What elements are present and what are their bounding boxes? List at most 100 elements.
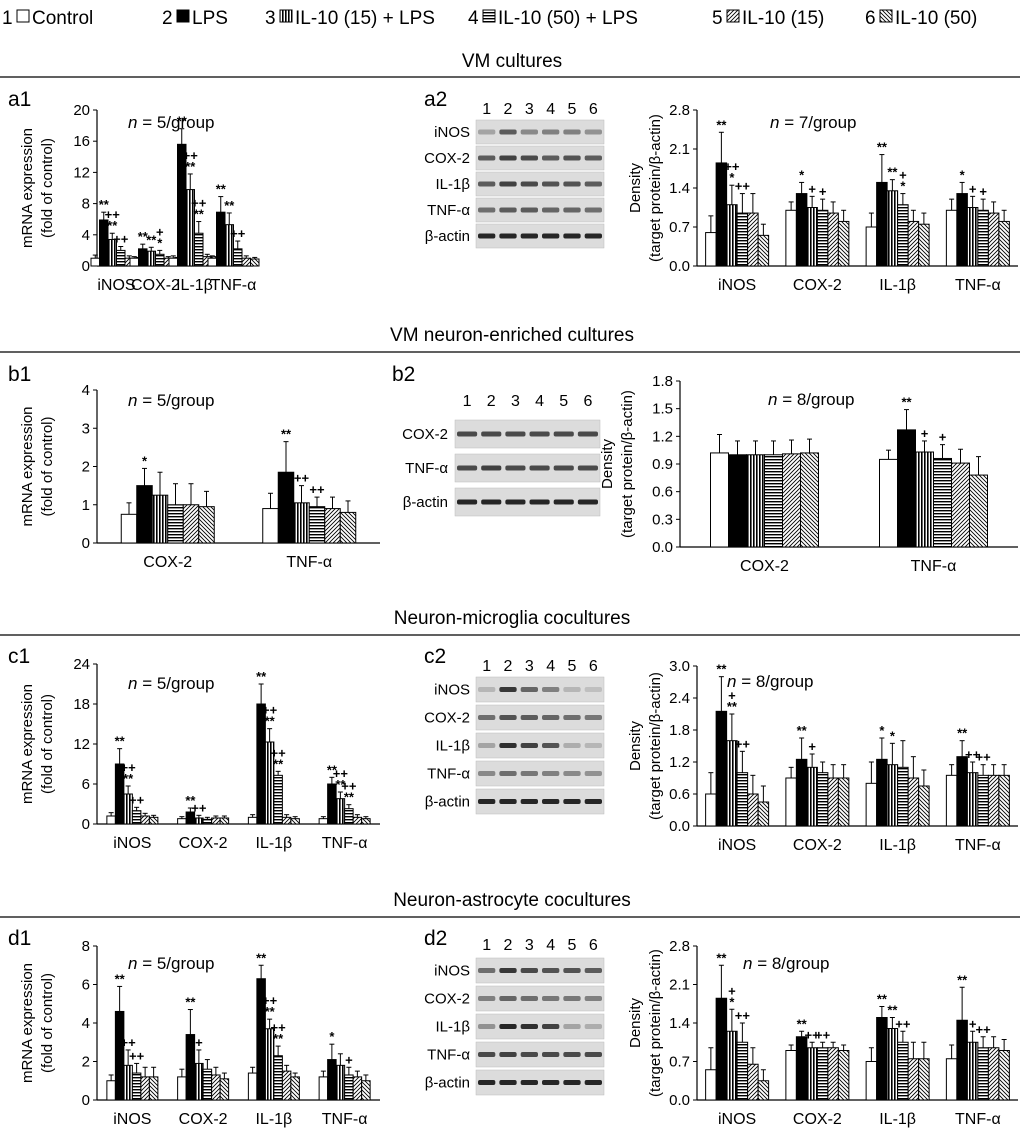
- significance-mark: *: [142, 453, 148, 468]
- section-title: VM cultures: [462, 51, 562, 72]
- x-tick-label: iNOS: [718, 277, 756, 294]
- panel-label: d1: [8, 927, 31, 950]
- band: [563, 1052, 581, 1057]
- band: [499, 1052, 517, 1057]
- n-label: n = 8/group: [743, 954, 830, 973]
- bar-il10-15-lps: [726, 204, 738, 267]
- significance-mark: **: [115, 971, 126, 986]
- bar-lps: [715, 997, 728, 1101]
- bar-il10-15-lps: [806, 207, 818, 267]
- blot-strip: [475, 1069, 605, 1096]
- bar-il10-50-lps: [273, 1055, 283, 1101]
- legend-item-6: 6 IL-10 (50): [865, 8, 977, 29]
- bar-lps: [185, 1034, 196, 1101]
- significance-mark: **: [265, 1004, 276, 1019]
- significance-mark: ++: [294, 471, 310, 486]
- band: [505, 499, 526, 505]
- y-tick-label: 0.0: [669, 818, 690, 835]
- band: [478, 1052, 496, 1057]
- x-tick-label: iNOS: [718, 837, 756, 854]
- legend-label: IL-10 (15) + LPS: [295, 8, 435, 29]
- bar-il10-50-lps: [308, 506, 326, 544]
- y-tick-label: 2.8: [669, 938, 690, 955]
- band: [542, 799, 560, 804]
- y-tick-label: 1.8: [652, 373, 673, 390]
- lane-number: 6: [589, 101, 598, 118]
- band: [520, 743, 538, 748]
- significance-mark: *: [879, 723, 885, 738]
- y-tick-label: 1.5: [652, 401, 673, 418]
- band: [520, 687, 538, 692]
- band: [584, 996, 602, 1001]
- significance-mark: **: [344, 790, 355, 805]
- significance-mark: ++: [105, 207, 121, 222]
- bar-il10-15: [281, 1070, 292, 1101]
- y-tick-label: 1: [82, 497, 90, 514]
- bar-lps: [876, 758, 888, 827]
- x-tick-label: IL-1β: [255, 835, 292, 852]
- bar-il10-50-lps: [897, 204, 909, 267]
- bar-lps: [715, 710, 728, 827]
- band: [499, 715, 517, 720]
- bar-control: [120, 513, 138, 544]
- band: [520, 996, 538, 1001]
- density-chart: 0.0 0.6 1.2 1.8 2.4 3.0 Density (target protein…: [627, 658, 1018, 854]
- bar-il10-15: [140, 1076, 150, 1101]
- bar-il10-15: [951, 462, 970, 548]
- lane-number: 2: [504, 937, 513, 954]
- bar-il10-50-lps: [736, 1041, 749, 1101]
- band: [499, 129, 517, 135]
- significance-mark: ++: [191, 196, 207, 211]
- blot-strip: [475, 223, 605, 249]
- lane-number: 5: [568, 101, 577, 118]
- band: [563, 771, 581, 776]
- lane-number: 6: [583, 393, 592, 410]
- section-vm-neuron-enriched: VM neuron-enriched cultures b1 01234mRNA…: [0, 325, 1020, 575]
- density-chart: 0.0 0.3 0.6 0.9 1.2 1.5 1.8 Density (target prot…: [599, 373, 1018, 575]
- y-tick-label: 2.1: [669, 141, 690, 158]
- band: [520, 1052, 538, 1057]
- band: [542, 155, 560, 161]
- significance-mark: **: [99, 197, 110, 212]
- n-label: n = 5/group: [128, 674, 215, 693]
- band: [478, 1024, 496, 1029]
- x-tick-label: iNOS: [97, 277, 135, 294]
- mrna-chart: 0 6 12 18 24 mRNA expression (fold of control)…: [19, 656, 380, 852]
- bar-control: [106, 815, 116, 825]
- bar-il10-50: [837, 777, 850, 827]
- significance-mark: +: [899, 168, 907, 183]
- band-label: COX-2: [424, 991, 470, 1008]
- band: [584, 155, 602, 161]
- significance-mark: ++: [735, 736, 751, 751]
- band: [584, 968, 602, 973]
- bar-il10-50-lps: [764, 454, 783, 548]
- band-label: iNOS: [434, 124, 470, 141]
- significance-mark: **: [957, 726, 968, 741]
- x-tick-label: TNF-α: [322, 835, 368, 852]
- bar-il10-50: [198, 506, 215, 544]
- legend-swatch: [726, 9, 740, 23]
- bar-il10-50-lps: [273, 774, 283, 825]
- band: [563, 996, 581, 1001]
- n-label: n = 5/group: [128, 113, 215, 132]
- density-chart: 0.0 0.7 1.4 2.1 2.8 Density (target protein/β-…: [627, 938, 1018, 1128]
- bar-il10-50: [918, 223, 930, 267]
- panel-label: d2: [424, 927, 447, 950]
- band: [478, 687, 496, 692]
- bar-lps: [956, 1019, 968, 1101]
- y-tick-label: 2: [82, 1054, 90, 1071]
- bar-il10-15: [907, 1058, 920, 1101]
- band: [520, 207, 538, 213]
- significance-mark: +: [969, 181, 977, 196]
- band-label: β-actin: [425, 228, 470, 245]
- y-tick-label: 1.4: [669, 180, 690, 197]
- significance-mark: ++: [805, 1027, 821, 1042]
- y-tick-label: 0.6: [652, 484, 673, 501]
- significance-mark: ++: [976, 750, 992, 765]
- bar-il10-50-lps: [816, 209, 829, 267]
- y-tick-label: 2.1: [669, 977, 690, 994]
- bar-il10-50-lps: [816, 1047, 829, 1101]
- significance-mark: ++: [121, 760, 137, 775]
- bar-il10-15: [987, 212, 1000, 267]
- y-axis-label: (target protein/β-actin): [647, 114, 664, 262]
